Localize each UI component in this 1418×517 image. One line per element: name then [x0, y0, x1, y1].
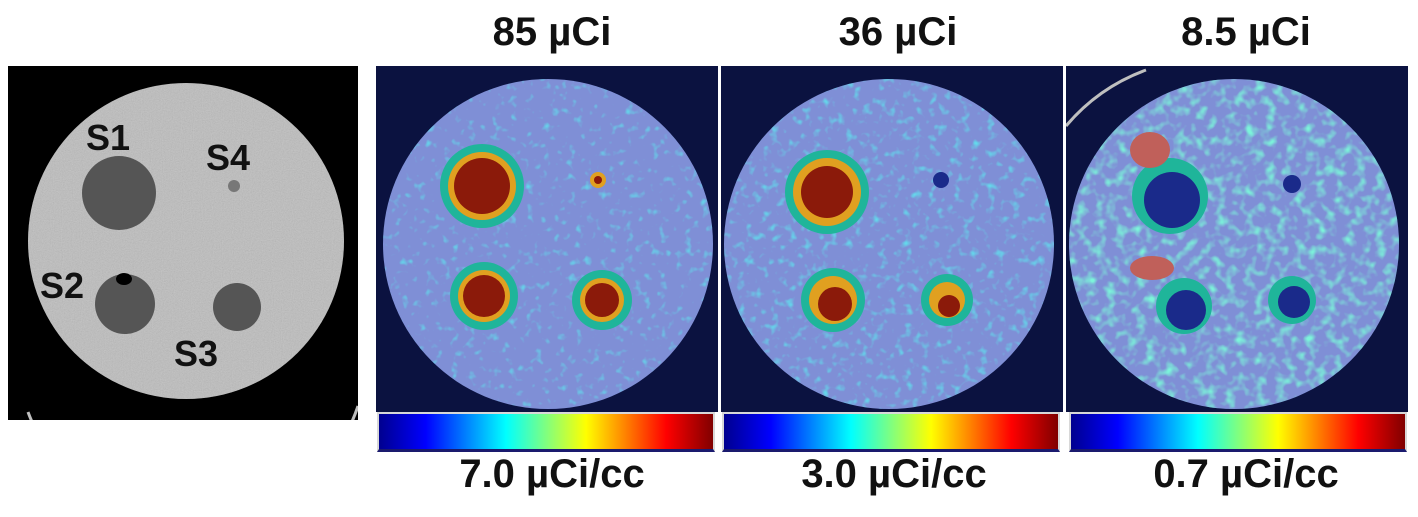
label-s4: S4	[206, 137, 250, 178]
sphere-s2	[95, 274, 155, 334]
label-s2: S2	[40, 265, 84, 306]
colorbar-2-label: 3.0 µCi/cc	[801, 452, 987, 496]
pet-panel-1	[376, 66, 718, 412]
colorbar-1-label: 7.0 µCi/cc	[459, 452, 645, 496]
sphere-s3	[213, 283, 261, 331]
panel-3-title: 8.5 µCi	[1181, 10, 1311, 54]
colorbar-1	[377, 412, 715, 452]
sphere-s4	[228, 180, 240, 192]
pet-panel-2	[721, 66, 1063, 412]
panel-2-title: 36 µCi	[838, 10, 958, 54]
label-s3: S3	[174, 333, 218, 374]
sphere-s1	[82, 156, 156, 230]
colorbar-3	[1069, 412, 1407, 452]
pet-panel-3	[1066, 66, 1408, 412]
panel-1-title: 85 µCi	[492, 10, 612, 54]
colorbar-3-label: 0.7 µCi/cc	[1153, 452, 1339, 496]
ct-image-panel: S1 S4 S2 S3	[8, 66, 358, 420]
label-s1: S1	[86, 117, 130, 158]
colorbar-2	[722, 412, 1060, 452]
